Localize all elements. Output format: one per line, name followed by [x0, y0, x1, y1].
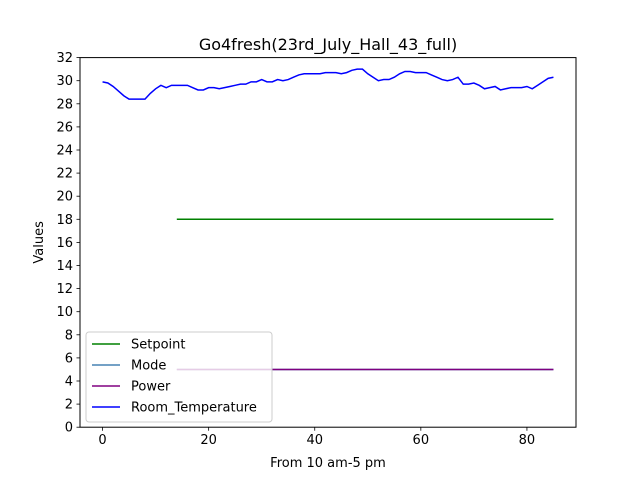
legend-label: Power	[131, 380, 171, 395]
y-tick-label: 10	[56, 305, 73, 320]
y-tick-label: 18	[56, 213, 73, 228]
x-axis-label: From 10 am-5 pm	[270, 456, 386, 471]
legend-label: Mode	[131, 359, 166, 374]
plot-area	[102, 68, 554, 371]
y-tick-label: 4	[65, 375, 73, 390]
legend-box	[85, 331, 273, 423]
x-tick-label: 40	[306, 433, 323, 448]
y-tick-label: 26	[56, 120, 73, 135]
y-tick-label: 16	[56, 236, 73, 251]
x-tick-label: 80	[519, 433, 536, 448]
chart-title: Go4fresh(23rd_July_Hall_43_full)	[199, 35, 457, 55]
x-tick-label: 0	[98, 433, 106, 448]
y-tick-label: 2	[65, 398, 73, 413]
y-tick-label: 6	[65, 351, 73, 366]
y-tick-label: 8	[65, 328, 73, 343]
y-tick-label: 20	[56, 190, 73, 205]
y-tick-label: 24	[56, 144, 73, 159]
y-axis-label: Values	[32, 221, 47, 264]
legend-label: Setpoint	[131, 338, 186, 353]
x-tick-label: 60	[413, 433, 430, 448]
series-line-room-temperature	[102, 68, 554, 100]
y-tick-label: 28	[56, 97, 73, 112]
y-tick-label: 14	[56, 259, 73, 274]
legend: Setpoint Mode Power Room_Temperature	[85, 331, 273, 423]
y-tick-label: 0	[65, 421, 73, 436]
y-tick-label: 32	[56, 51, 73, 66]
x-tick-label: 20	[200, 433, 217, 448]
x-axis: 0 20 40 60 80	[98, 427, 535, 448]
y-tick-label: 22	[56, 167, 73, 182]
y-tick-label: 30	[56, 74, 73, 89]
legend-label: Room_Temperature	[131, 401, 257, 416]
y-tick-label: 12	[56, 282, 73, 297]
